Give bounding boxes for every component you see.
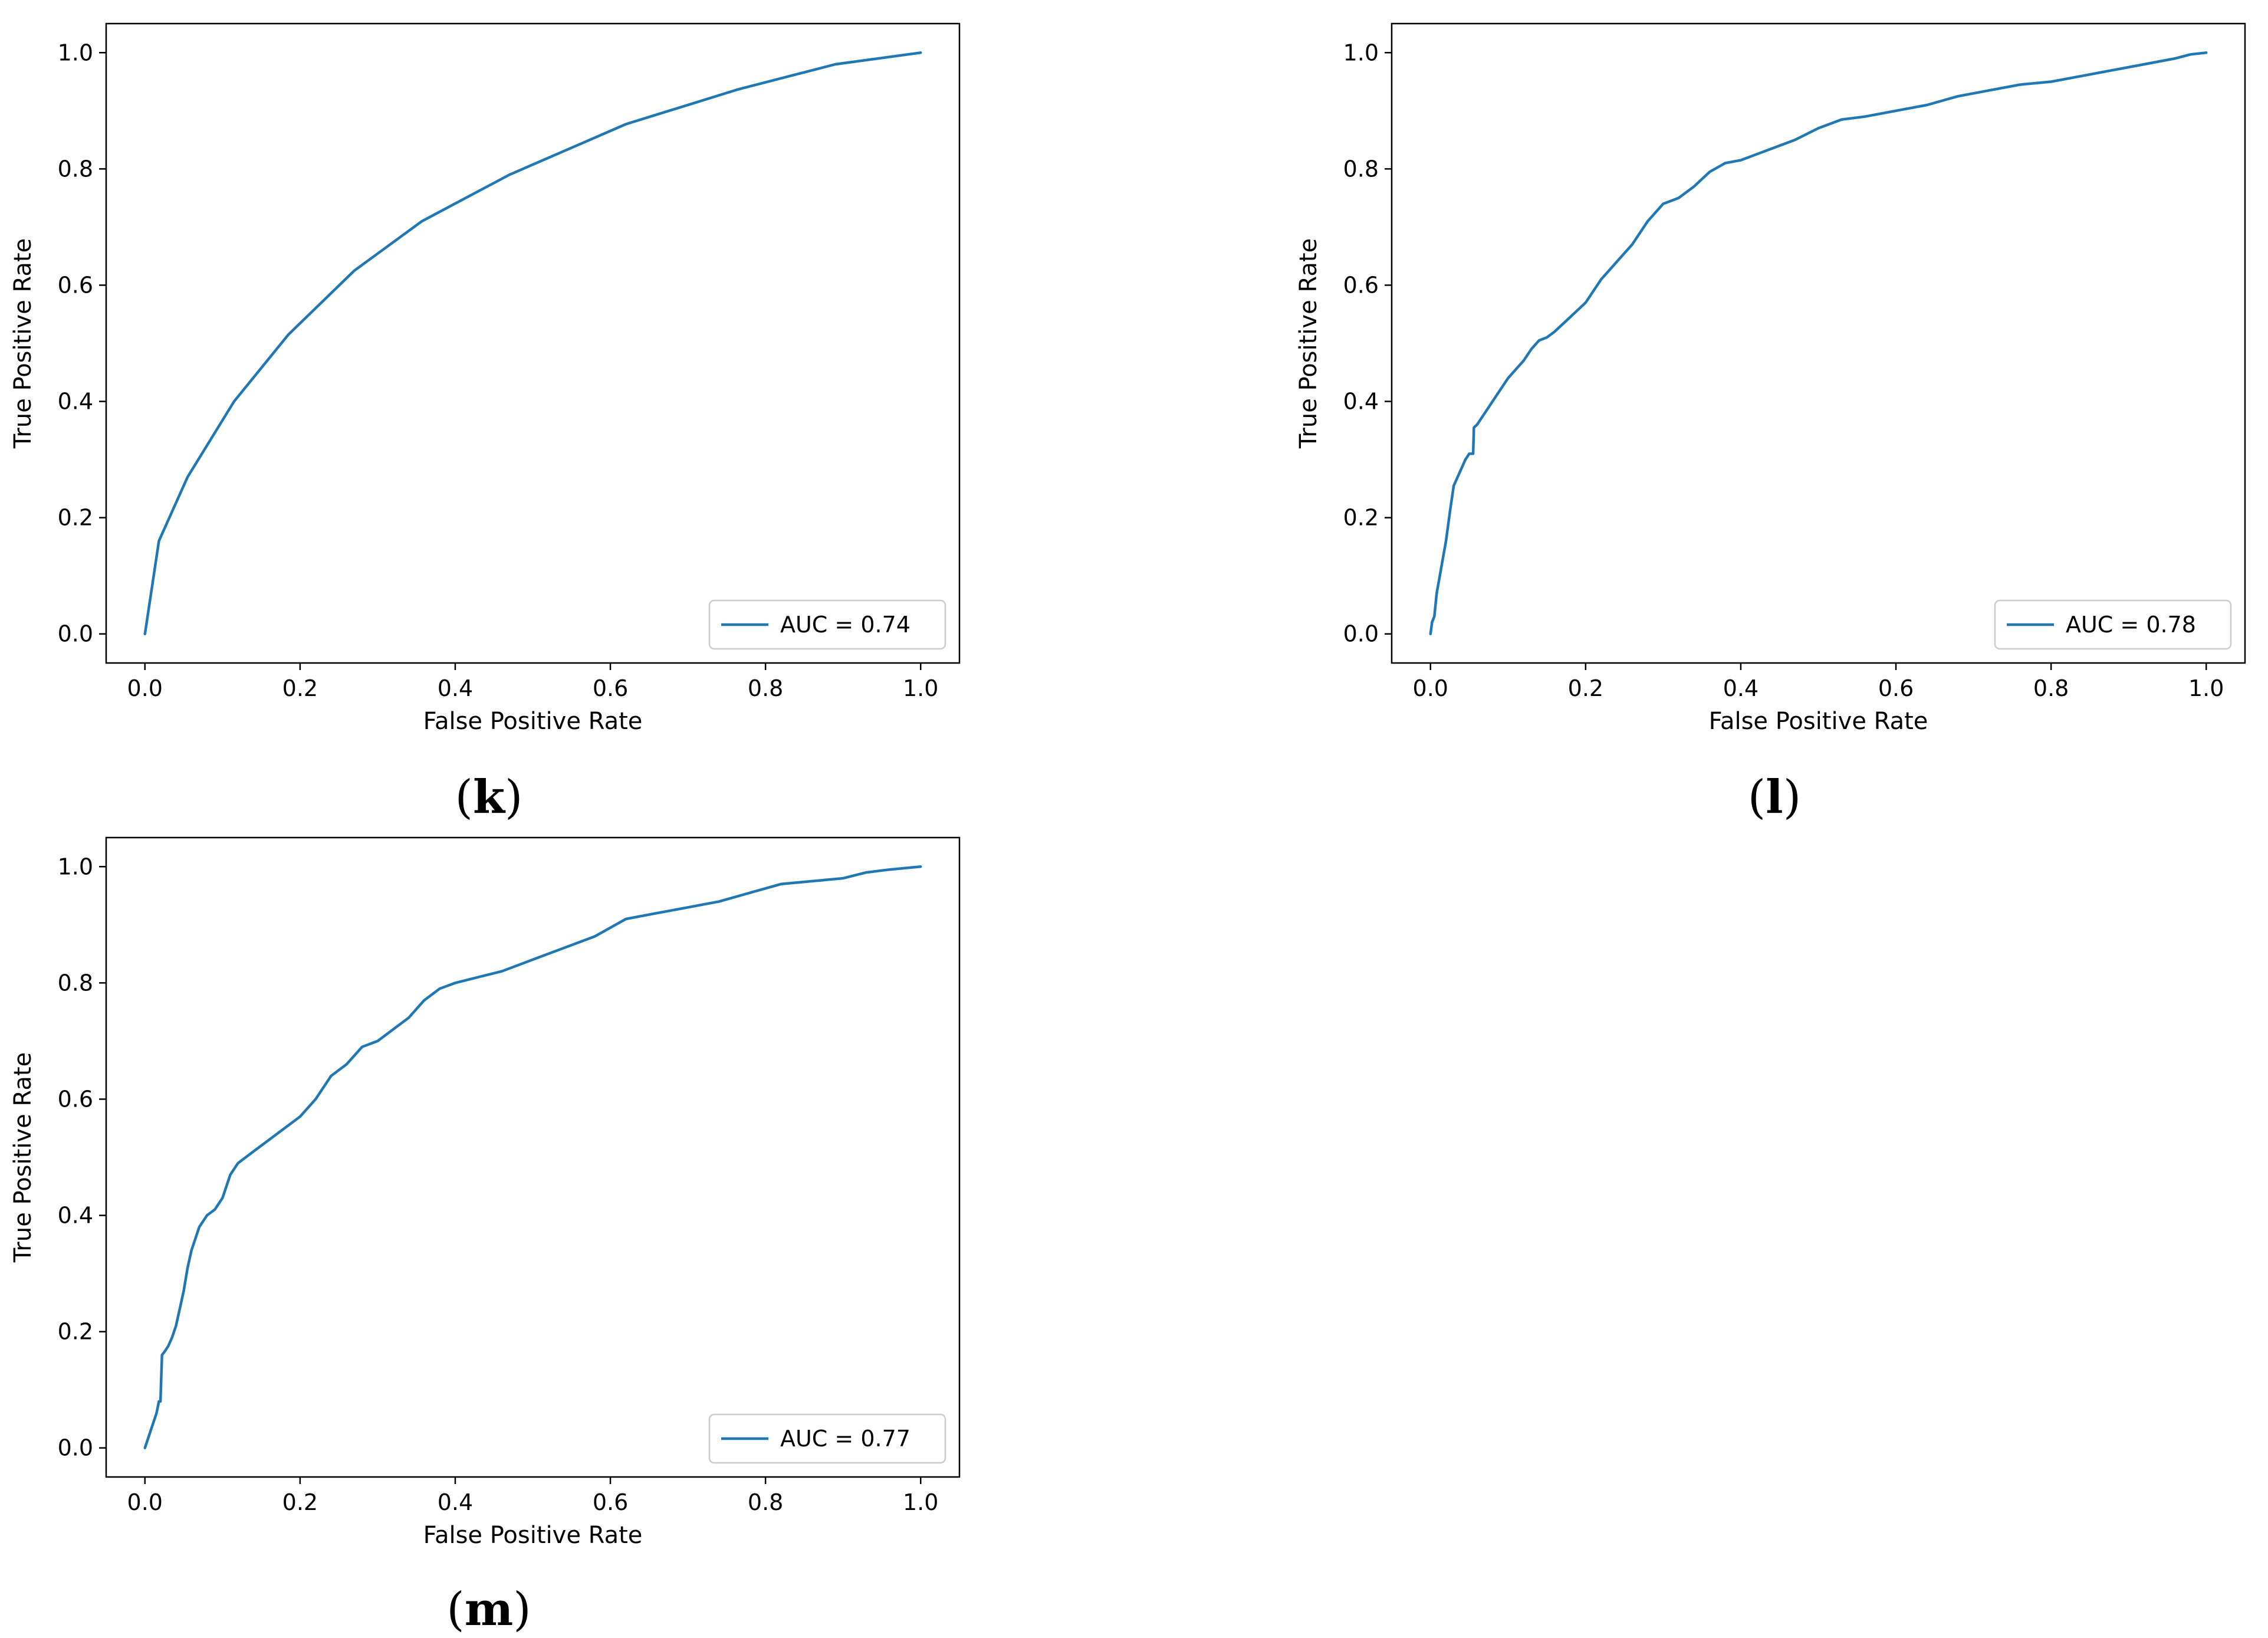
x-tick-label: 0.0 [1413, 675, 1448, 701]
legend: AUC = 0.78 [1994, 599, 2232, 650]
x-axis-label: False Positive Rate [423, 708, 643, 735]
plot-frame [1391, 22, 2246, 664]
legend-box [1994, 599, 2232, 650]
panel-label-m: (m) [446, 1583, 531, 1636]
panel-letter: l [1766, 770, 1783, 824]
roc-curve-line [143, 865, 922, 1449]
x-tick-label: 0.6 [593, 675, 628, 701]
x-tick-label: 1.0 [2188, 675, 2224, 701]
legend-entry: AUC = 0.74 [780, 612, 911, 638]
legend-box [708, 599, 946, 650]
x-tick-label: 1.0 [903, 675, 938, 701]
y-tick-label: 0.6 [58, 1086, 93, 1112]
legend: AUC = 0.74 [708, 599, 946, 650]
x-tick-label: 0.6 [593, 1489, 628, 1515]
legend-box [708, 1413, 946, 1464]
x-tick-label: 0.4 [438, 1489, 473, 1515]
x-tick-label: 0.0 [127, 675, 163, 701]
x-tick-label: 0.8 [748, 1489, 783, 1515]
y-tick-label: 0.2 [58, 505, 93, 531]
x-tick-label: 0.4 [438, 675, 473, 701]
x-tick-label: 0.0 [127, 1489, 163, 1515]
x-tick-label: 0.6 [1878, 675, 1914, 701]
panel-letter: m [465, 1583, 514, 1636]
y-axis-label: True Positive Rate [9, 238, 37, 449]
y-tick-label: 0.6 [1343, 272, 1379, 298]
plot-frame [105, 22, 961, 664]
y-tick-label: 0.4 [58, 1203, 93, 1229]
y-tick-label: 0.0 [1343, 621, 1379, 647]
y-tick-label: 0.6 [58, 272, 93, 298]
y-tick-label: 0.4 [58, 389, 93, 415]
x-tick-label: 0.4 [1723, 675, 1758, 701]
panel-label-k: (k) [455, 770, 523, 824]
panel-letter: k [473, 770, 506, 824]
roc-curve-line [1429, 51, 2208, 635]
legend-entry: AUC = 0.77 [780, 1426, 911, 1452]
y-tick-label: 0.2 [58, 1319, 93, 1345]
y-tick-label: 0.4 [1343, 389, 1379, 415]
y-tick-label: 1.0 [58, 40, 93, 65]
x-tick-label: 0.8 [2033, 675, 2069, 701]
legend-entry: AUC = 0.78 [2066, 612, 2196, 638]
roc-curve-line [143, 51, 922, 635]
y-tick-label: 0.0 [58, 1435, 93, 1461]
y-tick-label: 0.8 [58, 970, 93, 996]
plot-frame [105, 836, 961, 1478]
y-tick-label: 1.0 [1343, 40, 1379, 65]
y-axis-label: True Positive Rate [1295, 238, 1322, 449]
roc-panel-m: 0.0 0.2 0.4 0.6 0.8 1.0 0.0 0.2 0.4 0.6 0.8 1.0 Fals… [9, 836, 961, 1549]
y-axis-label: True Positive Rate [9, 1052, 37, 1263]
x-axis-label: False Positive Rate [1709, 708, 1928, 735]
legend: AUC = 0.77 [708, 1413, 946, 1464]
y-tick-label: 0.8 [1343, 156, 1379, 182]
x-tick-label: 0.2 [282, 675, 318, 701]
y-tick-label: 0.0 [58, 621, 93, 647]
x-tick-label: 1.0 [903, 1489, 938, 1515]
roc-panel-l: 0.0 0.2 0.4 0.6 0.8 1.0 0.0 0.2 0.4 0.6 0.8 1.0 Fals… [1295, 22, 2246, 735]
roc-panel-k: 0.0 0.2 0.4 0.6 0.8 1.0 0.0 0.2 0.4 0.6 0.8 1.0 Fals… [9, 22, 961, 735]
x-tick-label: 0.2 [282, 1489, 318, 1515]
y-tick-label: 0.8 [58, 156, 93, 182]
y-tick-label: 0.2 [1343, 505, 1379, 531]
panel-label-l: (l) [1748, 770, 1802, 824]
y-tick-label: 1.0 [58, 854, 93, 879]
x-tick-label: 0.8 [748, 675, 783, 701]
x-axis-label: False Positive Rate [423, 1522, 643, 1549]
x-tick-label: 0.2 [1568, 675, 1603, 701]
